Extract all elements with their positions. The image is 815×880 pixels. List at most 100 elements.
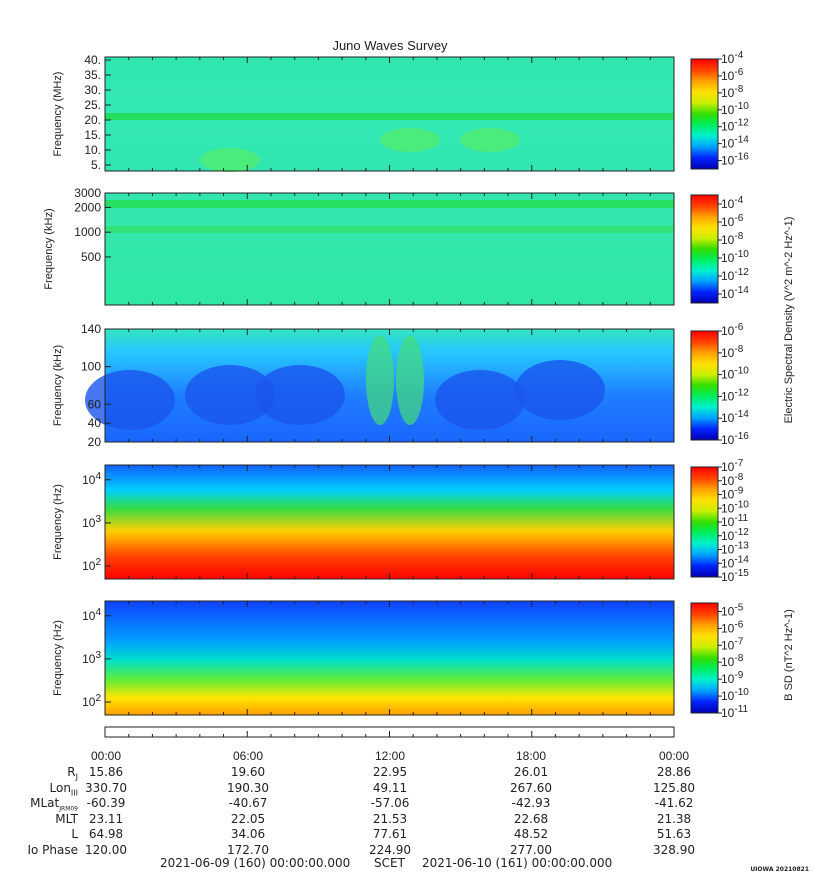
y-axis-label: Frequency (kHz) bbox=[52, 345, 64, 426]
y-tick-label: 103 bbox=[82, 514, 101, 530]
ephemeris-value: 48.52 bbox=[513, 827, 549, 841]
footer-start-time: 2021-06-09 (160) 00:00:00.000 bbox=[160, 856, 351, 870]
panel-4: 104 103 102 Frequency (Hz) 10-710-810-910-10… bbox=[52, 458, 749, 584]
figure-title: Juno Waves Survey bbox=[332, 38, 448, 53]
emission-band bbox=[105, 113, 674, 120]
colorbar-tick-label: 10-11 bbox=[721, 513, 749, 529]
colorbar-tick-label: 10-4 bbox=[721, 195, 744, 211]
ephemeris-value: 22.68 bbox=[513, 811, 549, 826]
colorbar-tick-label: 10-13 bbox=[721, 541, 749, 557]
time-tick-label: 00:00 bbox=[659, 749, 689, 763]
y-tick-label: 500 bbox=[81, 250, 101, 264]
colorbar-4 bbox=[690, 466, 719, 578]
colorbar-tick-label: 10-6 bbox=[721, 322, 744, 338]
ephemeris-value: 330.70 bbox=[85, 780, 127, 795]
emission-patch bbox=[200, 148, 260, 172]
colorbar-tick-label: 10-10 bbox=[721, 687, 749, 703]
colorbar-tick-label: 10-8 bbox=[721, 344, 744, 360]
y-axis-label: Frequency (Hz) bbox=[52, 620, 64, 696]
colorbar-tick-label: 10-6 bbox=[721, 67, 744, 83]
y-tick-label: 20 bbox=[88, 435, 102, 449]
uiowa-stamp: UIOWA 20210821 bbox=[750, 866, 809, 873]
ephemeris-value: 172.70 bbox=[227, 842, 269, 857]
y-tick-label: 103 bbox=[82, 650, 101, 666]
ephemeris-value: 64.98 bbox=[88, 827, 124, 841]
heatmap-2 bbox=[105, 193, 674, 305]
ephemeris-value: -40.67 bbox=[228, 796, 268, 810]
ephemeris-label: L bbox=[71, 827, 78, 841]
ephemeris-value: 120.00 bbox=[85, 842, 127, 857]
colorbar-2 bbox=[690, 194, 719, 304]
ephemeris-value: 23.11 bbox=[88, 811, 124, 826]
ephemeris-value: -60.39 bbox=[86, 796, 126, 810]
ephemeris-value: 19.60 bbox=[230, 765, 266, 779]
colorbar-tick-label: 10-12 bbox=[721, 118, 749, 134]
y-tick-label: 35. bbox=[84, 68, 101, 82]
y-tick-label: 2000 bbox=[74, 200, 101, 214]
time-tick-label: 18:00 bbox=[516, 749, 546, 763]
colorbar-tick-label: 10-10 bbox=[721, 101, 749, 117]
low-intensity-region bbox=[85, 370, 175, 430]
colorbar-tick-label: 10-10 bbox=[721, 499, 749, 515]
colorbar-5 bbox=[690, 602, 719, 714]
colorbar-tick-label: 10-4 bbox=[721, 50, 744, 66]
y-tick-label: 20. bbox=[84, 113, 101, 127]
colorbar-title-electric: Electric Spectral Density (V^2 m^-2 Hz^-… bbox=[783, 217, 795, 424]
emission-patch bbox=[460, 128, 520, 152]
ephemeris-value: 224.90 bbox=[369, 842, 411, 857]
colorbar-tick-label: 10-5 bbox=[721, 602, 744, 618]
ephemeris-value: 277.00 bbox=[510, 842, 552, 857]
colorbar-tick-label: 10-15 bbox=[721, 568, 749, 584]
colorbar-tick-label: 10-14 bbox=[721, 285, 749, 301]
spectrogram-panels: 40.35.30.25.20.15.10.5. Frequency (MHz) 10… bbox=[43, 50, 795, 720]
y-tick-label: 104 bbox=[82, 607, 101, 623]
y-tick-label: 40. bbox=[84, 53, 101, 67]
y-axis-label: Frequency (kHz) bbox=[43, 208, 55, 289]
y-tick-label: 102 bbox=[82, 693, 101, 709]
ephemeris-value: 34.06 bbox=[230, 827, 266, 841]
y-tick-label: 15. bbox=[84, 128, 101, 142]
colorbar-tick-label: 10-8 bbox=[721, 472, 744, 488]
colorbar-tick-label: 10-12 bbox=[721, 267, 749, 283]
y-tick-label: 140 bbox=[81, 322, 101, 336]
heatmap-4 bbox=[105, 465, 674, 579]
emission-patch bbox=[380, 128, 440, 152]
ephemeris-value: 328.90 bbox=[653, 842, 695, 857]
y-tick-label: 102 bbox=[82, 557, 101, 573]
colorbar-tick-label: 10-14 bbox=[721, 409, 749, 425]
y-tick-label: 25. bbox=[84, 98, 101, 112]
y-tick-label: 104 bbox=[82, 471, 101, 487]
ephemeris-label: RJ bbox=[67, 765, 78, 782]
footer-scet-label: SCET bbox=[374, 856, 405, 870]
ephemeris-value: 21.53 bbox=[372, 811, 408, 826]
heatmap-5 bbox=[105, 601, 674, 715]
time-axis: 00:00 06:00 12:00 18:00 00:00 bbox=[91, 726, 689, 763]
time-tick-label: 06:00 bbox=[233, 749, 263, 763]
ephemeris-value: 125.80 bbox=[653, 780, 695, 795]
colorbar-tick-label: 10-8 bbox=[721, 84, 744, 100]
colorbar-tick-label: 10-9 bbox=[721, 670, 744, 686]
ephemeris-value: -57.06 bbox=[370, 796, 410, 810]
colorbar-tick-label: 10-12 bbox=[721, 527, 749, 543]
ephemeris-value: -41.62 bbox=[654, 796, 694, 810]
ephemeris-value: 51.63 bbox=[656, 827, 692, 841]
ephemeris-value: 22.05 bbox=[230, 811, 266, 826]
colorbar-title-bsd: B SD (nT^2 Hz^-1) bbox=[783, 609, 795, 701]
colorbar-tick-label: 10-8 bbox=[721, 231, 744, 247]
colorbar-tick-label: 10-14 bbox=[721, 554, 749, 570]
y-axis-label: Frequency (Hz) bbox=[52, 484, 64, 560]
y-tick-label: 30. bbox=[84, 83, 101, 97]
colorbar-tick-label: 10-12 bbox=[721, 387, 749, 403]
low-intensity-region bbox=[185, 365, 275, 425]
time-tick-label: 00:00 bbox=[91, 749, 121, 763]
low-intensity-region bbox=[515, 360, 605, 420]
colorbar-tick-label: 10-16 bbox=[721, 431, 749, 447]
y-tick-label: 100 bbox=[81, 360, 101, 374]
emission-streak bbox=[366, 335, 394, 425]
colorbar-tick-label: 10-16 bbox=[721, 152, 749, 168]
ephemeris-value: 190.30 bbox=[227, 780, 269, 795]
ephemeris-label: MLT bbox=[55, 811, 78, 826]
ephemeris-label: LonIII bbox=[49, 780, 79, 797]
